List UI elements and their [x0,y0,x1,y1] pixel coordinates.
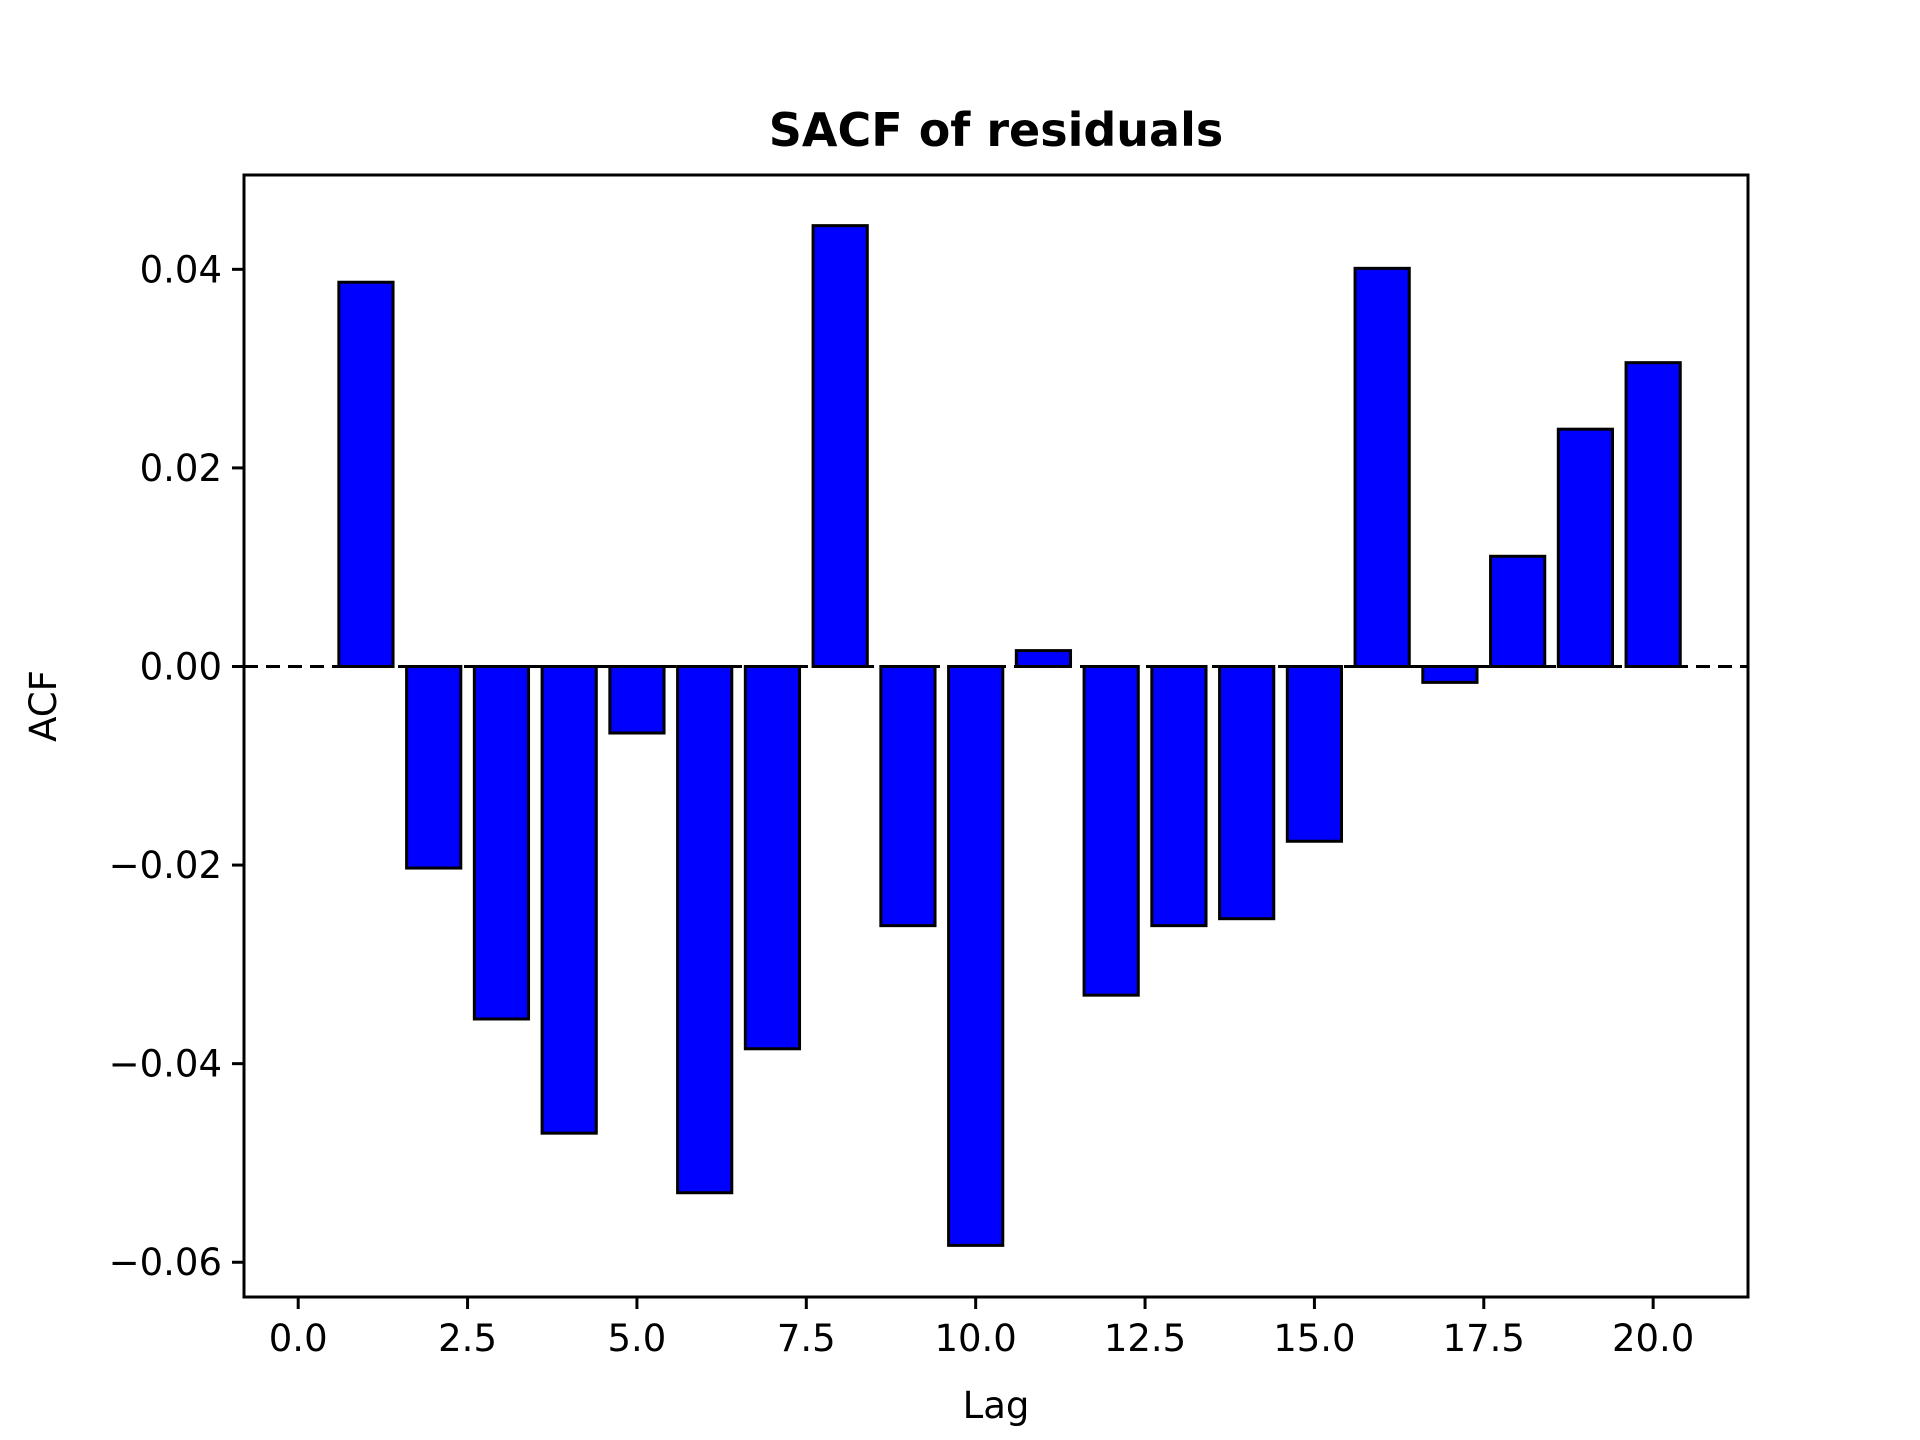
y-tick-label: 0.00 [140,645,222,688]
bar-lag-17 [1421,664,1479,684]
x-axis-label: Lag [963,1384,1030,1427]
plot-frame [242,173,1750,1299]
x-tick-label: 5.0 [608,1317,667,1360]
y-axis: −0.06 −0.04 −0.02 0.00 0.02 0.04 [109,248,244,1284]
bar-lag-14 [1218,664,1276,921]
bar-lag-3 [472,664,531,1021]
y-tick-label: 0.02 [140,447,222,490]
chart-title: SACF of residuals [769,103,1223,157]
x-tick-label: 7.5 [777,1317,836,1360]
bars-layer [337,224,1682,1247]
bar-lag-10 [947,664,1005,1247]
bar-lag-12 [1082,664,1140,997]
bar-lag-13 [1150,664,1208,928]
x-tick-label: 0.0 [269,1317,328,1360]
y-tick-label: −0.04 [109,1043,222,1086]
bar-lag-18 [1489,554,1547,668]
bar-lag-8 [811,224,869,668]
bar-lag-6 [676,664,734,1195]
y-tick-label: −0.06 [109,1241,222,1284]
bar-lag-19 [1556,427,1615,668]
x-axis: 0.0 2.5 5.0 7.5 10.0 12.5 15.0 17.5 20.0 [269,1297,1694,1360]
x-tick-label: 20.0 [1612,1317,1694,1360]
bar-lag-20 [1624,361,1682,668]
y-tick-label: −0.02 [109,844,222,887]
bar-lag-11 [1014,649,1073,668]
bar-lag-1 [337,280,395,668]
bar-lag-2 [405,664,463,870]
bar-lag-9 [879,664,937,928]
x-tick-label: 17.5 [1443,1317,1525,1360]
bar-lag-16 [1353,266,1411,668]
x-tick-label: 12.5 [1104,1317,1186,1360]
x-tick-label: 2.5 [438,1317,497,1360]
bar-lag-4 [540,664,598,1135]
bar-lag-15 [1285,664,1344,843]
y-axis-label: ACF [22,670,65,742]
y-tick-label: 0.04 [140,248,222,291]
bar-lag-5 [608,664,666,735]
bar-lag-7 [743,664,802,1051]
x-tick-label: 15.0 [1273,1317,1355,1360]
x-tick-label: 10.0 [934,1317,1016,1360]
